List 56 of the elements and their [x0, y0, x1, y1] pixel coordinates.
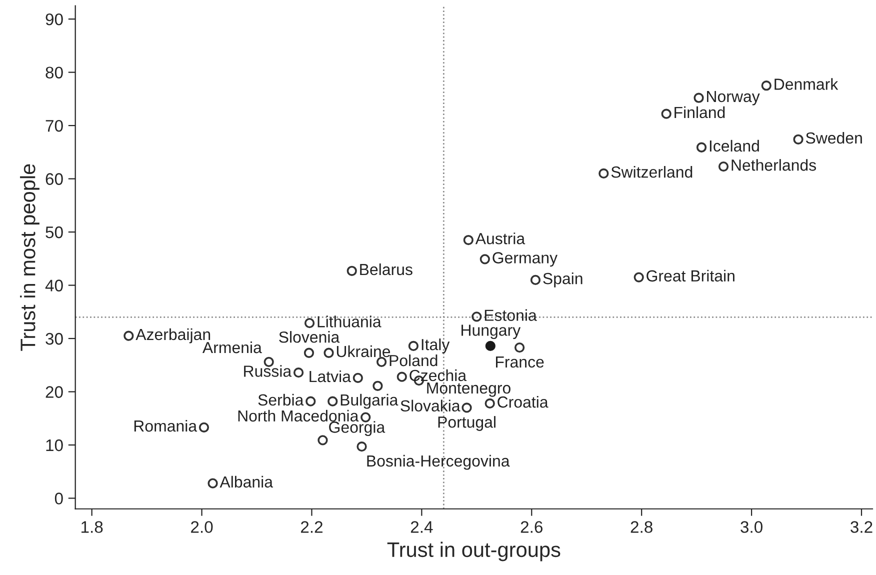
annotation: Iceland — [710, 140, 759, 152]
x-tick-label: 3.0 — [740, 521, 762, 533]
annotation: Albania — [220, 476, 274, 488]
annotation: Great Britain — [646, 270, 734, 282]
x-tick-label: 2.8 — [630, 521, 652, 533]
annotation: Switzerland — [611, 166, 692, 178]
x-tick-label: 2.0 — [191, 521, 213, 533]
annotation: Ukraine — [336, 345, 390, 358]
x-tick-label: 3.2 — [850, 521, 872, 533]
annotation: Georgia — [329, 421, 386, 436]
y-tick-label: 20 — [46, 386, 63, 398]
y-tick-label: 70 — [46, 120, 63, 132]
y-tick-label: 90 — [46, 13, 63, 26]
annotation: Spain — [543, 272, 582, 288]
y-tick-label: 0 — [54, 492, 63, 504]
annotation: North Macedonia — [238, 410, 359, 422]
annotation: Bulgaria — [340, 394, 398, 409]
annotation: Slovakia — [400, 400, 460, 412]
annotation: Serbia — [258, 394, 304, 406]
annotation: Montenegro — [427, 382, 510, 397]
x-tick-label: 2.6 — [520, 521, 542, 533]
annotation: Estonia — [484, 309, 537, 321]
y-tick-label: 50 — [46, 226, 63, 238]
annotation: Latvia — [310, 370, 351, 382]
annotation: Norway — [707, 91, 760, 106]
y-tick-label: 10 — [46, 439, 63, 452]
annotation: Azerbaijan — [136, 328, 210, 344]
annotation: France — [496, 356, 544, 368]
annotation: Finland — [674, 106, 725, 118]
y-axis-title: Trust in most people — [20, 164, 40, 351]
annotation: Denmark — [774, 78, 838, 90]
y-tick-label: 80 — [46, 66, 63, 79]
annotation: Portugal — [438, 416, 496, 431]
annotation: Germany — [492, 252, 558, 267]
y-tick-label: 30 — [46, 332, 63, 345]
annotation: Austria — [475, 232, 526, 244]
y-tick-label: 40 — [45, 280, 63, 292]
annotation: Czechia — [410, 369, 467, 382]
annotation: Lithuania — [318, 316, 382, 328]
annotation: Poland — [390, 354, 438, 366]
annotation: Bosnia-Hercegovina — [367, 454, 510, 470]
annotation: Sweden — [806, 132, 862, 144]
annotation: Russia — [244, 365, 292, 377]
x-tick-label: 1.8 — [82, 521, 103, 533]
annotation: Slovenia — [279, 331, 340, 343]
annotation: Belarus — [360, 263, 412, 276]
x-tick-label: 2.2 — [300, 521, 322, 533]
x-tick-label: 2.4 — [410, 521, 433, 533]
y-tick-label: 60 — [46, 173, 63, 185]
annotation: Netherlands — [732, 159, 816, 171]
annotation: Hungary — [462, 324, 521, 340]
annotation: Croatia — [498, 396, 548, 408]
annotation: Romania — [134, 420, 198, 432]
annotation: Armenia — [202, 341, 262, 354]
x-axis-title: Trust in out-groups — [387, 542, 560, 562]
annotation: Italy — [422, 338, 450, 354]
